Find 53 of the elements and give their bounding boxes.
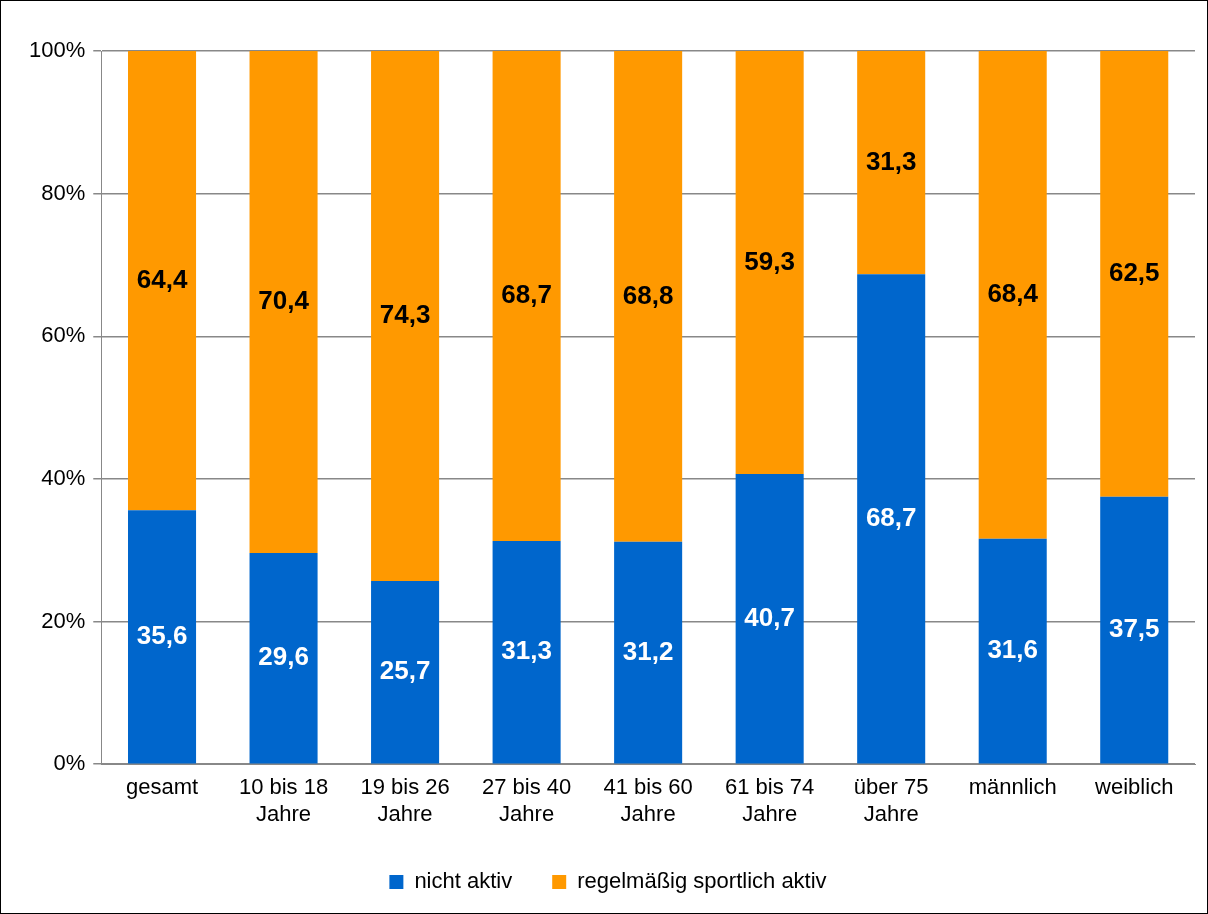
bar <box>614 541 683 764</box>
bar <box>1100 496 1169 764</box>
data-label: 64,4 <box>136 263 188 294</box>
legend-label: nicht aktiv <box>414 868 513 894</box>
data-label: 31,2 <box>622 635 674 666</box>
bar <box>614 51 683 542</box>
data-label: 68,4 <box>987 278 1039 309</box>
data-label: 35,6 <box>136 620 188 651</box>
bar <box>249 553 318 764</box>
y-tick-label: 80% <box>41 179 86 205</box>
bar <box>128 510 197 764</box>
bar <box>857 51 926 275</box>
x-tick-label: weiblich <box>1094 774 1174 800</box>
data-label: 29,6 <box>258 641 309 672</box>
bar <box>735 51 804 474</box>
y-tick-label: 0% <box>53 750 86 776</box>
data-label: 68,7 <box>501 279 552 310</box>
x-tick-label: männlich <box>968 774 1057 800</box>
y-tick-label: 60% <box>41 322 86 348</box>
data-label: 31,6 <box>987 634 1039 665</box>
x-tick-label: 61 bis 74 Jahre <box>725 774 815 826</box>
bar <box>371 51 440 581</box>
bar <box>857 274 926 764</box>
y-tick-label: 40% <box>41 464 86 490</box>
data-label: 37,5 <box>1108 613 1160 644</box>
x-tick-label: gesamt <box>125 774 199 800</box>
data-label: 74,3 <box>379 299 431 330</box>
data-label: 59,3 <box>744 245 795 276</box>
bar <box>128 51 197 511</box>
data-label: 68,7 <box>865 502 917 533</box>
data-label: 40,7 <box>744 601 795 632</box>
data-label: 70,4 <box>258 285 310 316</box>
data-label: 62,5 <box>1108 257 1160 288</box>
bar <box>1100 51 1169 497</box>
bar <box>371 580 440 764</box>
x-tick-label: 27 bis 40 Jahre <box>481 774 572 826</box>
bar <box>978 538 1047 764</box>
data-label: 25,7 <box>379 655 431 686</box>
y-tick-label: 20% <box>41 607 86 633</box>
bar <box>249 51 318 554</box>
bar <box>492 51 561 541</box>
bar <box>978 51 1047 539</box>
y-tick-label: 100% <box>28 37 86 63</box>
data-label: 68,8 <box>622 279 674 310</box>
x-tick-label: 19 bis 26 Jahre <box>360 774 450 826</box>
legend-label: regelmäßig sportlich aktiv <box>577 868 827 894</box>
data-label: 31,3 <box>865 145 917 176</box>
bar <box>492 540 561 764</box>
bar <box>735 473 804 764</box>
x-tick-label: 41 bis 60 Jahre <box>603 774 693 826</box>
x-tick-label: über 75 Jahre <box>853 774 929 826</box>
data-label: 31,3 <box>501 635 552 666</box>
x-tick-label: 10 bis 18 Jahre <box>238 774 329 826</box>
